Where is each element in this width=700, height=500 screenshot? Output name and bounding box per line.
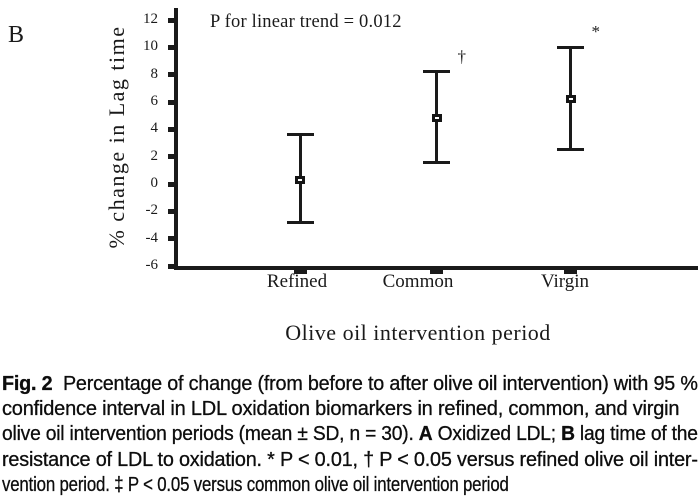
caption-bold-segment: Fig. 2 <box>2 373 53 395</box>
x-tick <box>293 269 307 274</box>
y-tick-label: -4 <box>145 229 159 246</box>
x-tick <box>564 269 577 274</box>
x-category-label: Virgin <box>540 271 590 292</box>
caption-line: resistance of LDL to oxidation. * P < 0.… <box>2 448 698 473</box>
caption-bold-segment: A <box>418 423 433 446</box>
y-tick <box>168 263 177 269</box>
caption-line: Fig. 2 Percentage of change (from before… <box>2 372 698 397</box>
y-tick-label: 0 <box>150 175 159 191</box>
significance-marker: † <box>457 46 467 66</box>
caption-text-segment: lag time of the <box>574 423 698 446</box>
x-tick <box>430 269 443 274</box>
y-tick <box>168 99 177 105</box>
significance-marker: * <box>591 22 601 42</box>
y-tick <box>168 181 177 187</box>
y-tick <box>168 126 177 132</box>
y-tick-label: -2 <box>145 202 159 219</box>
figure-caption: Fig. 2 Percentage of change (from before… <box>2 372 698 498</box>
p-trend-annotation: P for linear trend = 0.012 <box>210 12 402 32</box>
y-tick-label: -6 <box>145 257 159 273</box>
x-category-label: Common <box>382 271 454 292</box>
error-bar-cap-top <box>557 45 584 49</box>
y-axis-line <box>174 8 178 268</box>
y-tick <box>168 208 177 214</box>
caption-line: vention period. ‡ P < 0.05 versus common… <box>2 473 587 498</box>
caption-text-segment: confidence interval in LDL oxidation bio… <box>2 398 680 421</box>
x-category-label: Refined <box>266 271 328 292</box>
caption-text-segment: resistance of LDL to oxidation. * P < 0.… <box>2 448 698 471</box>
y-tick <box>168 236 177 242</box>
error-bar-cap-bottom <box>423 160 450 164</box>
y-tick-label: 8 <box>150 65 159 82</box>
y-tick-label: 6 <box>150 93 159 109</box>
mean-marker <box>565 95 576 104</box>
y-tick <box>168 17 177 23</box>
caption-text-segment: vention period. ‡ P < 0.05 versus common… <box>2 473 509 496</box>
error-bar-cap-bottom <box>286 220 314 224</box>
mean-marker <box>431 114 442 123</box>
error-bar-cap-top <box>423 70 450 74</box>
y-tick <box>168 44 177 50</box>
y-tick-label: 4 <box>150 120 159 137</box>
error-bar-cap-top <box>286 133 314 137</box>
caption-line: olive oil intervention periods (mean ± S… <box>2 422 698 447</box>
y-tick <box>168 154 177 160</box>
y-tick-label: 10 <box>143 38 158 55</box>
caption-bold-segment: B <box>561 423 575 446</box>
caption-text-segment: Oxidized LDL; <box>432 423 562 446</box>
y-tick-label: 2 <box>150 147 159 164</box>
lag-time-error-bar-chart: P for linear trend = 0.012 % change in L… <box>104 8 698 345</box>
x-axis-title: Olive oil intervention period <box>285 320 551 345</box>
caption-text-segment: Percentage of change (from before to aft… <box>52 373 698 395</box>
panel-label: B <box>8 22 25 48</box>
mean-marker <box>295 175 305 184</box>
caption-line: confidence interval in LDL oxidation bio… <box>2 397 698 422</box>
caption-text-segment: olive oil intervention periods (mean ± S… <box>2 423 419 446</box>
y-tick-label: 12 <box>143 11 158 27</box>
x-axis-line <box>174 266 698 270</box>
y-tick <box>168 72 177 78</box>
error-bar-cap-bottom <box>557 148 584 152</box>
